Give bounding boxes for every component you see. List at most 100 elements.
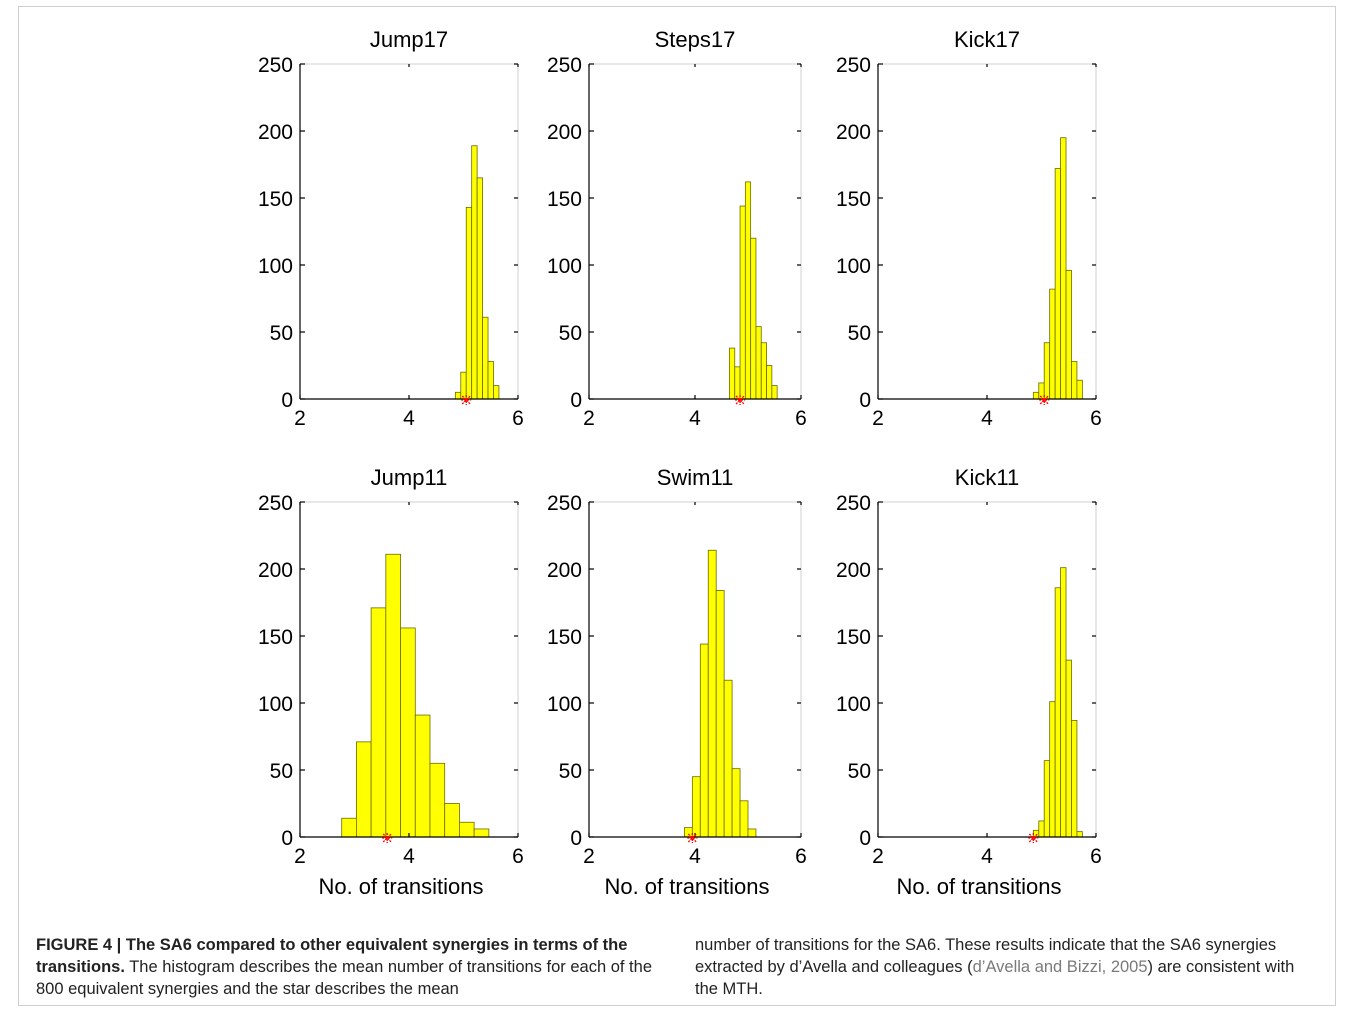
y-tick-label: 100 xyxy=(836,255,871,278)
histogram-bar xyxy=(429,762,446,838)
star-stroke xyxy=(1028,833,1038,843)
star-stroke xyxy=(735,395,745,405)
y-tick-label: 100 xyxy=(258,255,293,278)
histogram-bar xyxy=(731,768,741,838)
histogram-bar xyxy=(385,553,401,838)
x-tick-label: 4 xyxy=(981,845,993,868)
sa6-star-marker xyxy=(1028,833,1039,843)
y-tick-label: 0 xyxy=(570,389,582,412)
panel-title: Jump11 xyxy=(371,465,448,490)
x-tick-label: 2 xyxy=(872,845,884,868)
y-tick-label: 50 xyxy=(848,760,871,783)
histogram-panel-2: 0 50 100 150 200 250 2 4 6 Steps17 xyxy=(547,27,807,430)
panel-title: Jump17 xyxy=(370,27,448,52)
star-stroke xyxy=(1039,395,1049,405)
histogram-bar xyxy=(715,590,725,838)
x-tick-label: 2 xyxy=(872,407,884,430)
figure-caption: FIGURE 4 | The SA6 compared to other equ… xyxy=(36,934,1321,1006)
y-tick-label: 200 xyxy=(258,559,293,582)
panel-title: Kick17 xyxy=(954,27,1020,52)
histogram-bar xyxy=(1060,567,1067,838)
histogram-bar xyxy=(370,607,387,838)
x-axis-label: No. of transitions xyxy=(896,874,1061,899)
x-tick-label: 6 xyxy=(795,407,807,430)
histogram-bar xyxy=(476,177,483,400)
y-tick-label: 100 xyxy=(836,693,871,716)
histogram-bar xyxy=(482,316,489,400)
x-tick-label: 6 xyxy=(512,407,524,430)
star-stroke xyxy=(461,395,471,405)
histogram-bar xyxy=(341,817,357,838)
histogram-bar xyxy=(444,803,460,838)
y-tick-label: 100 xyxy=(547,693,582,716)
y-tick-label: 200 xyxy=(258,121,293,144)
histogram-bar xyxy=(487,361,494,400)
histogram-bar xyxy=(734,366,741,400)
star-stroke xyxy=(687,833,697,843)
histogram-bar xyxy=(684,827,693,838)
y-tick-label: 50 xyxy=(559,322,582,345)
histogram-bar xyxy=(747,828,757,838)
histogram-bar xyxy=(707,549,717,838)
sa6-star-marker xyxy=(735,395,746,405)
histogram-bar xyxy=(1054,168,1061,400)
sa6-star-marker xyxy=(687,833,698,843)
histogram-bar xyxy=(1043,342,1051,400)
y-tick-label: 0 xyxy=(859,827,871,850)
histogram-bar xyxy=(1054,587,1061,838)
histogram-bar xyxy=(750,237,757,400)
histogram-bar xyxy=(1049,288,1056,400)
y-tick-label: 50 xyxy=(848,322,871,345)
y-tick-label: 150 xyxy=(547,626,582,649)
star-stroke xyxy=(382,833,392,843)
x-tick-label: 4 xyxy=(403,845,415,868)
y-tick-label: 100 xyxy=(258,693,293,716)
histogram-panel-1: 0 50 100 150 200 250 2 4 6 Jump17 xyxy=(258,27,524,430)
histogram-panel-6: 0 50 100 150 200 250 2 4 6 Kick11 No. of transitio… xyxy=(836,465,1102,899)
x-axis-label: No. of transitions xyxy=(318,874,483,899)
histogram-bar xyxy=(471,145,478,400)
star-stroke xyxy=(1028,833,1038,843)
star-stroke xyxy=(1039,395,1049,405)
y-tick-label: 200 xyxy=(547,559,582,582)
histogram-bar xyxy=(771,385,778,400)
y-tick-label: 50 xyxy=(270,322,293,345)
x-tick-label: 2 xyxy=(583,407,595,430)
caption-reference-link[interactable]: d’Avella and Bizzi, 2005 xyxy=(972,958,1148,976)
histogram-panel-4: 0 50 100 150 200 250 2 4 6 Jump11 No. of transitio… xyxy=(258,465,524,899)
histogram-bar xyxy=(1043,760,1051,838)
x-tick-label: 6 xyxy=(1090,845,1102,868)
histogram-bar xyxy=(356,741,372,838)
star-stroke xyxy=(687,833,697,843)
x-tick-label: 2 xyxy=(294,845,306,868)
sa6-star-marker xyxy=(1039,395,1050,405)
panel-title: Swim11 xyxy=(657,465,734,490)
y-tick-label: 250 xyxy=(836,54,871,77)
histogram-bar xyxy=(1076,831,1083,838)
y-tick-label: 150 xyxy=(258,626,293,649)
histogram-bar xyxy=(739,800,749,838)
histogram-bar xyxy=(691,776,701,838)
y-tick-label: 250 xyxy=(258,54,293,77)
histogram-bar xyxy=(454,391,462,400)
y-tick-label: 200 xyxy=(547,121,582,144)
sa6-star-marker xyxy=(461,395,472,405)
y-tick-label: 150 xyxy=(836,626,871,649)
histogram-bar xyxy=(414,714,431,838)
histogram-bar xyxy=(460,371,467,400)
histogram-panel-3: 0 50 100 150 200 250 2 4 6 Kick17 xyxy=(836,27,1102,430)
y-tick-label: 150 xyxy=(547,188,582,211)
x-tick-label: 6 xyxy=(512,845,524,868)
y-tick-label: 0 xyxy=(859,389,871,412)
histogram-bar xyxy=(465,206,473,400)
caption-left-column: FIGURE 4 | The SA6 compared to other equ… xyxy=(36,934,658,1000)
y-tick-label: 200 xyxy=(836,121,871,144)
y-tick-label: 150 xyxy=(836,188,871,211)
histogram-bar xyxy=(1049,701,1056,838)
histogram-bar xyxy=(729,347,736,400)
y-tick-label: 150 xyxy=(258,188,293,211)
histogram-bar xyxy=(739,205,746,400)
histogram-bar xyxy=(459,821,475,838)
y-tick-label: 0 xyxy=(281,389,293,412)
